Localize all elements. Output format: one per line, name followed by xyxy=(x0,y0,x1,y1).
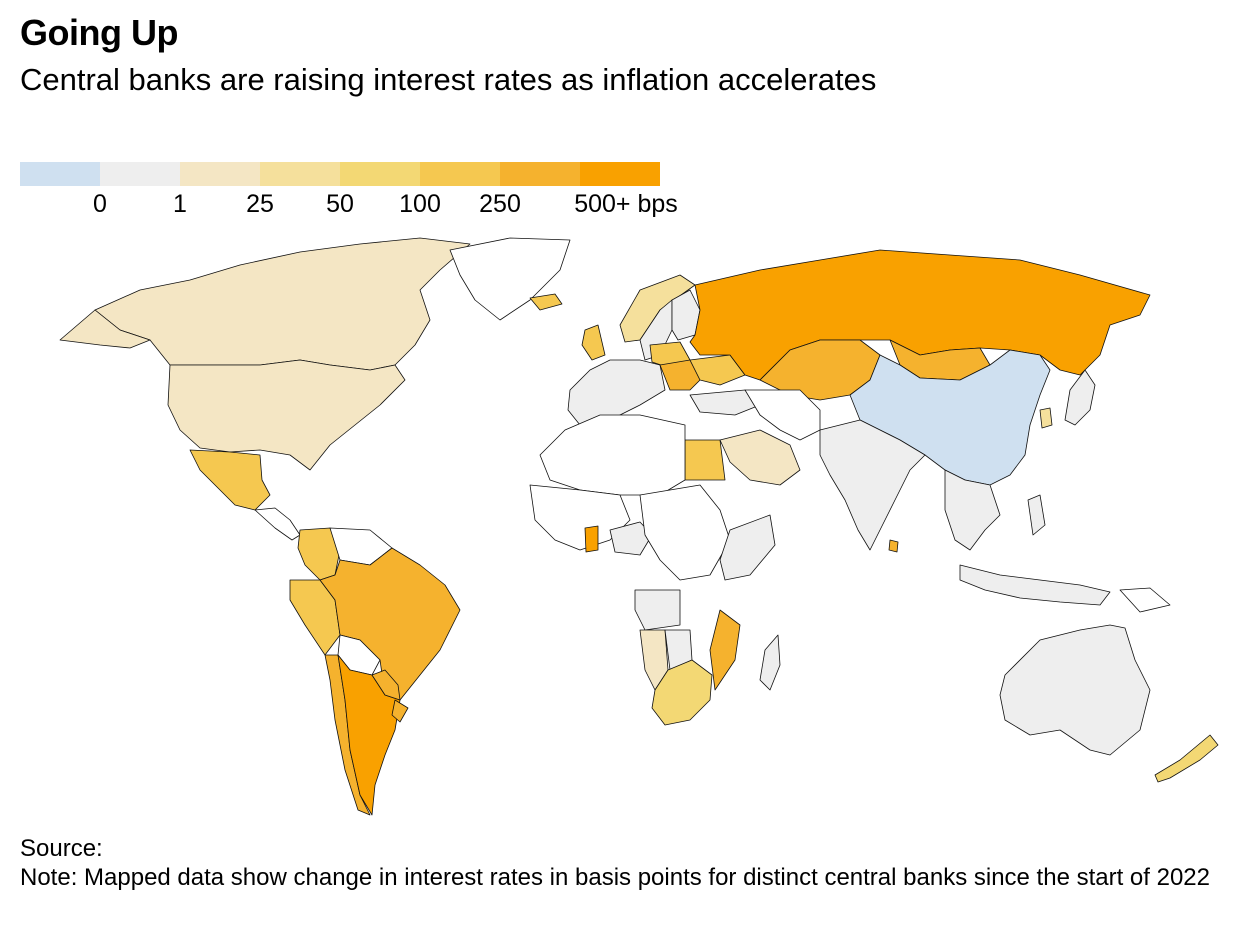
legend-tick-label: 1 xyxy=(173,190,187,218)
page-subtitle: Central banks are raising interest rates… xyxy=(20,62,877,97)
map-region-central-africa xyxy=(639,484,731,581)
map-region-south-korea xyxy=(1039,407,1053,429)
map-region-saudi-arabia xyxy=(719,429,801,486)
legend-swatch xyxy=(580,162,660,186)
map-region-western-europe xyxy=(567,359,666,426)
map-region-mexico xyxy=(189,449,271,511)
map-region-south-africa xyxy=(651,659,713,726)
map-region-indonesia xyxy=(959,564,1111,606)
map-region-nigeria xyxy=(609,521,653,556)
map-region-egypt xyxy=(684,439,726,481)
legend-tick-label: 250 xyxy=(479,190,521,218)
map-region-united-kingdom xyxy=(581,324,606,361)
legend-color-bar xyxy=(20,162,660,186)
map-region-ghana xyxy=(584,525,599,553)
map-region-west-africa xyxy=(529,484,631,551)
legend-tick-label: 0 xyxy=(93,190,107,218)
map-region-madagascar xyxy=(759,634,781,691)
legend: 0 1 25 50 100 250 500+ bps xyxy=(20,162,700,222)
legend-tick-label: 500+ bps xyxy=(574,190,678,218)
map-region-greenland xyxy=(449,237,571,321)
map-region-central-europe xyxy=(659,359,701,391)
map-region-united-states xyxy=(167,359,406,471)
map-region-central-america xyxy=(254,507,301,541)
map-region-middle-east xyxy=(744,389,821,441)
map-region-mozambique xyxy=(709,609,741,691)
map-region-papua-new-guinea xyxy=(1119,587,1171,613)
legend-swatch xyxy=(100,162,180,186)
map-region-paraguay xyxy=(371,669,401,701)
legend-swatch xyxy=(340,162,420,186)
map-region-southeast-asia xyxy=(944,469,1001,551)
map-region-canada xyxy=(94,237,471,371)
legend-swatch xyxy=(500,162,580,186)
map-region-angola xyxy=(634,589,681,631)
map-region-russia xyxy=(689,249,1151,381)
legend-swatch xyxy=(420,162,500,186)
legend-swatch xyxy=(260,162,340,186)
map-region-india xyxy=(819,419,926,551)
map-region-australia xyxy=(999,624,1151,756)
map-region-turkey xyxy=(689,389,761,416)
page-title: Going Up xyxy=(20,12,178,53)
map-region-ukraine xyxy=(689,354,746,386)
map-region-iceland xyxy=(529,293,563,311)
map-region-uruguay xyxy=(391,699,409,723)
map-region-japan xyxy=(1064,369,1096,426)
legend-tick-label: 25 xyxy=(246,190,274,218)
map-region-north-africa xyxy=(539,414,686,496)
world-map xyxy=(59,237,1219,816)
legend-tick-label: 100 xyxy=(399,190,441,218)
map-region-sri-lanka xyxy=(888,539,899,553)
legend-tick-label: 50 xyxy=(326,190,354,218)
legend-swatch xyxy=(180,162,260,186)
map-region-east-africa xyxy=(719,514,776,581)
map-region-new-zealand xyxy=(1154,734,1219,783)
legend-swatch xyxy=(20,162,100,186)
footnote: Note: Mapped data show change in interes… xyxy=(20,864,1211,891)
map-region-alaska xyxy=(59,309,151,349)
source-note: Source: xyxy=(20,835,103,862)
map-region-philippines xyxy=(1027,494,1046,536)
